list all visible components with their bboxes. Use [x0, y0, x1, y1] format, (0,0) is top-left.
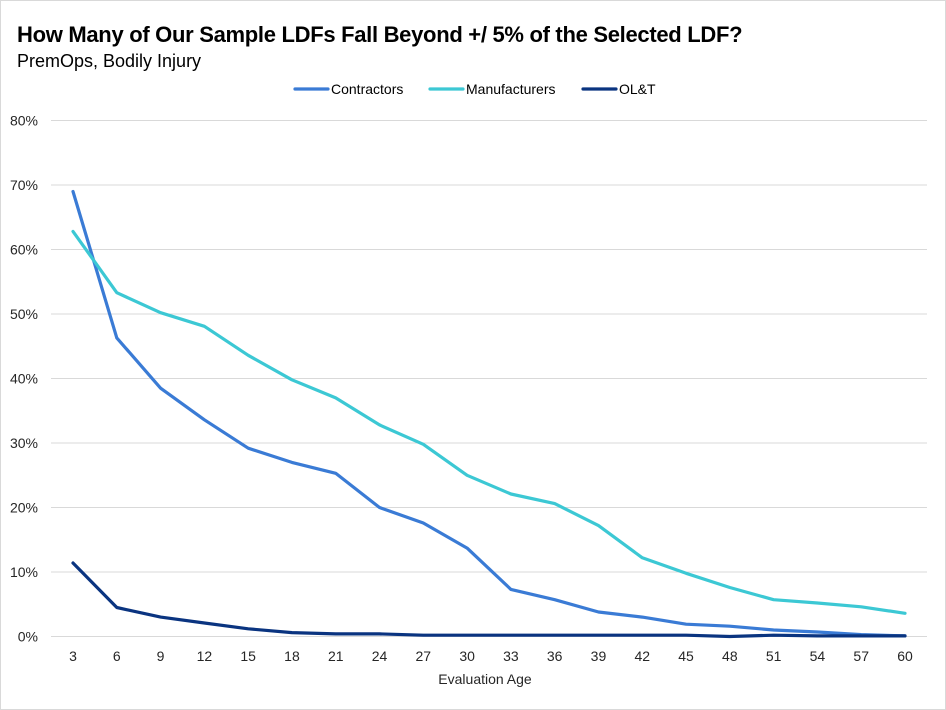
x-tick-label: 48	[722, 648, 738, 664]
series-line-ol-t	[71, 561, 907, 639]
series-lines	[71, 189, 907, 639]
x-tick-label: 60	[897, 648, 913, 664]
x-axis-title: Evaluation Age	[438, 671, 532, 687]
x-tick-label: 45	[678, 648, 694, 664]
x-axis-ticks: 3 6 9 12 15 18 21 24 27 30 33 36 39 42 45 48 51 54 57 60	[69, 648, 913, 664]
x-tick-label: 6	[113, 648, 121, 664]
x-tick-label: 21	[328, 648, 344, 664]
y-tick-label: 80%	[10, 113, 38, 129]
legend-label: OL&T	[619, 81, 656, 97]
y-tick-label: 0%	[18, 629, 38, 645]
y-axis-ticks: 0% 10% 20% 30% 40% 50% 60% 70% 80%	[10, 113, 38, 645]
x-tick-label: 30	[459, 648, 475, 664]
x-tick-label: 54	[810, 648, 826, 664]
x-tick-label: 33	[503, 648, 519, 664]
x-tick-label: 36	[547, 648, 563, 664]
legend-item: Contractors	[293, 81, 403, 97]
legend-item: OL&T	[581, 81, 656, 97]
x-tick-label: 51	[766, 648, 782, 664]
legend-label: Contractors	[331, 81, 403, 97]
series-line-manufacturers	[71, 229, 907, 615]
x-tick-label: 9	[157, 648, 165, 664]
y-tick-label: 20%	[10, 500, 38, 516]
legend: Contractors Manufacturers OL&T	[293, 81, 656, 97]
x-tick-label: 3	[69, 648, 77, 664]
series-line-contractors	[71, 189, 907, 638]
x-tick-label: 15	[240, 648, 256, 664]
gridlines	[51, 120, 927, 637]
y-tick-label: 40%	[10, 371, 38, 387]
y-tick-label: 70%	[10, 177, 38, 193]
y-tick-label: 30%	[10, 435, 38, 451]
legend-label: Manufacturers	[466, 81, 555, 97]
x-tick-label: 57	[853, 648, 869, 664]
x-tick-label: 18	[284, 648, 300, 664]
chart-title: How Many of Our Sample LDFs Fall Beyond …	[17, 22, 743, 47]
y-tick-label: 60%	[10, 242, 38, 258]
x-tick-label: 39	[591, 648, 607, 664]
legend-item: Manufacturers	[428, 81, 555, 97]
chart-subtitle: PremOps, Bodily Injury	[17, 51, 202, 71]
x-tick-label: 27	[416, 648, 432, 664]
y-tick-label: 50%	[10, 306, 38, 322]
x-tick-label: 24	[372, 648, 388, 664]
x-tick-label: 12	[197, 648, 213, 664]
x-tick-label: 42	[634, 648, 650, 664]
y-tick-label: 10%	[10, 564, 38, 580]
